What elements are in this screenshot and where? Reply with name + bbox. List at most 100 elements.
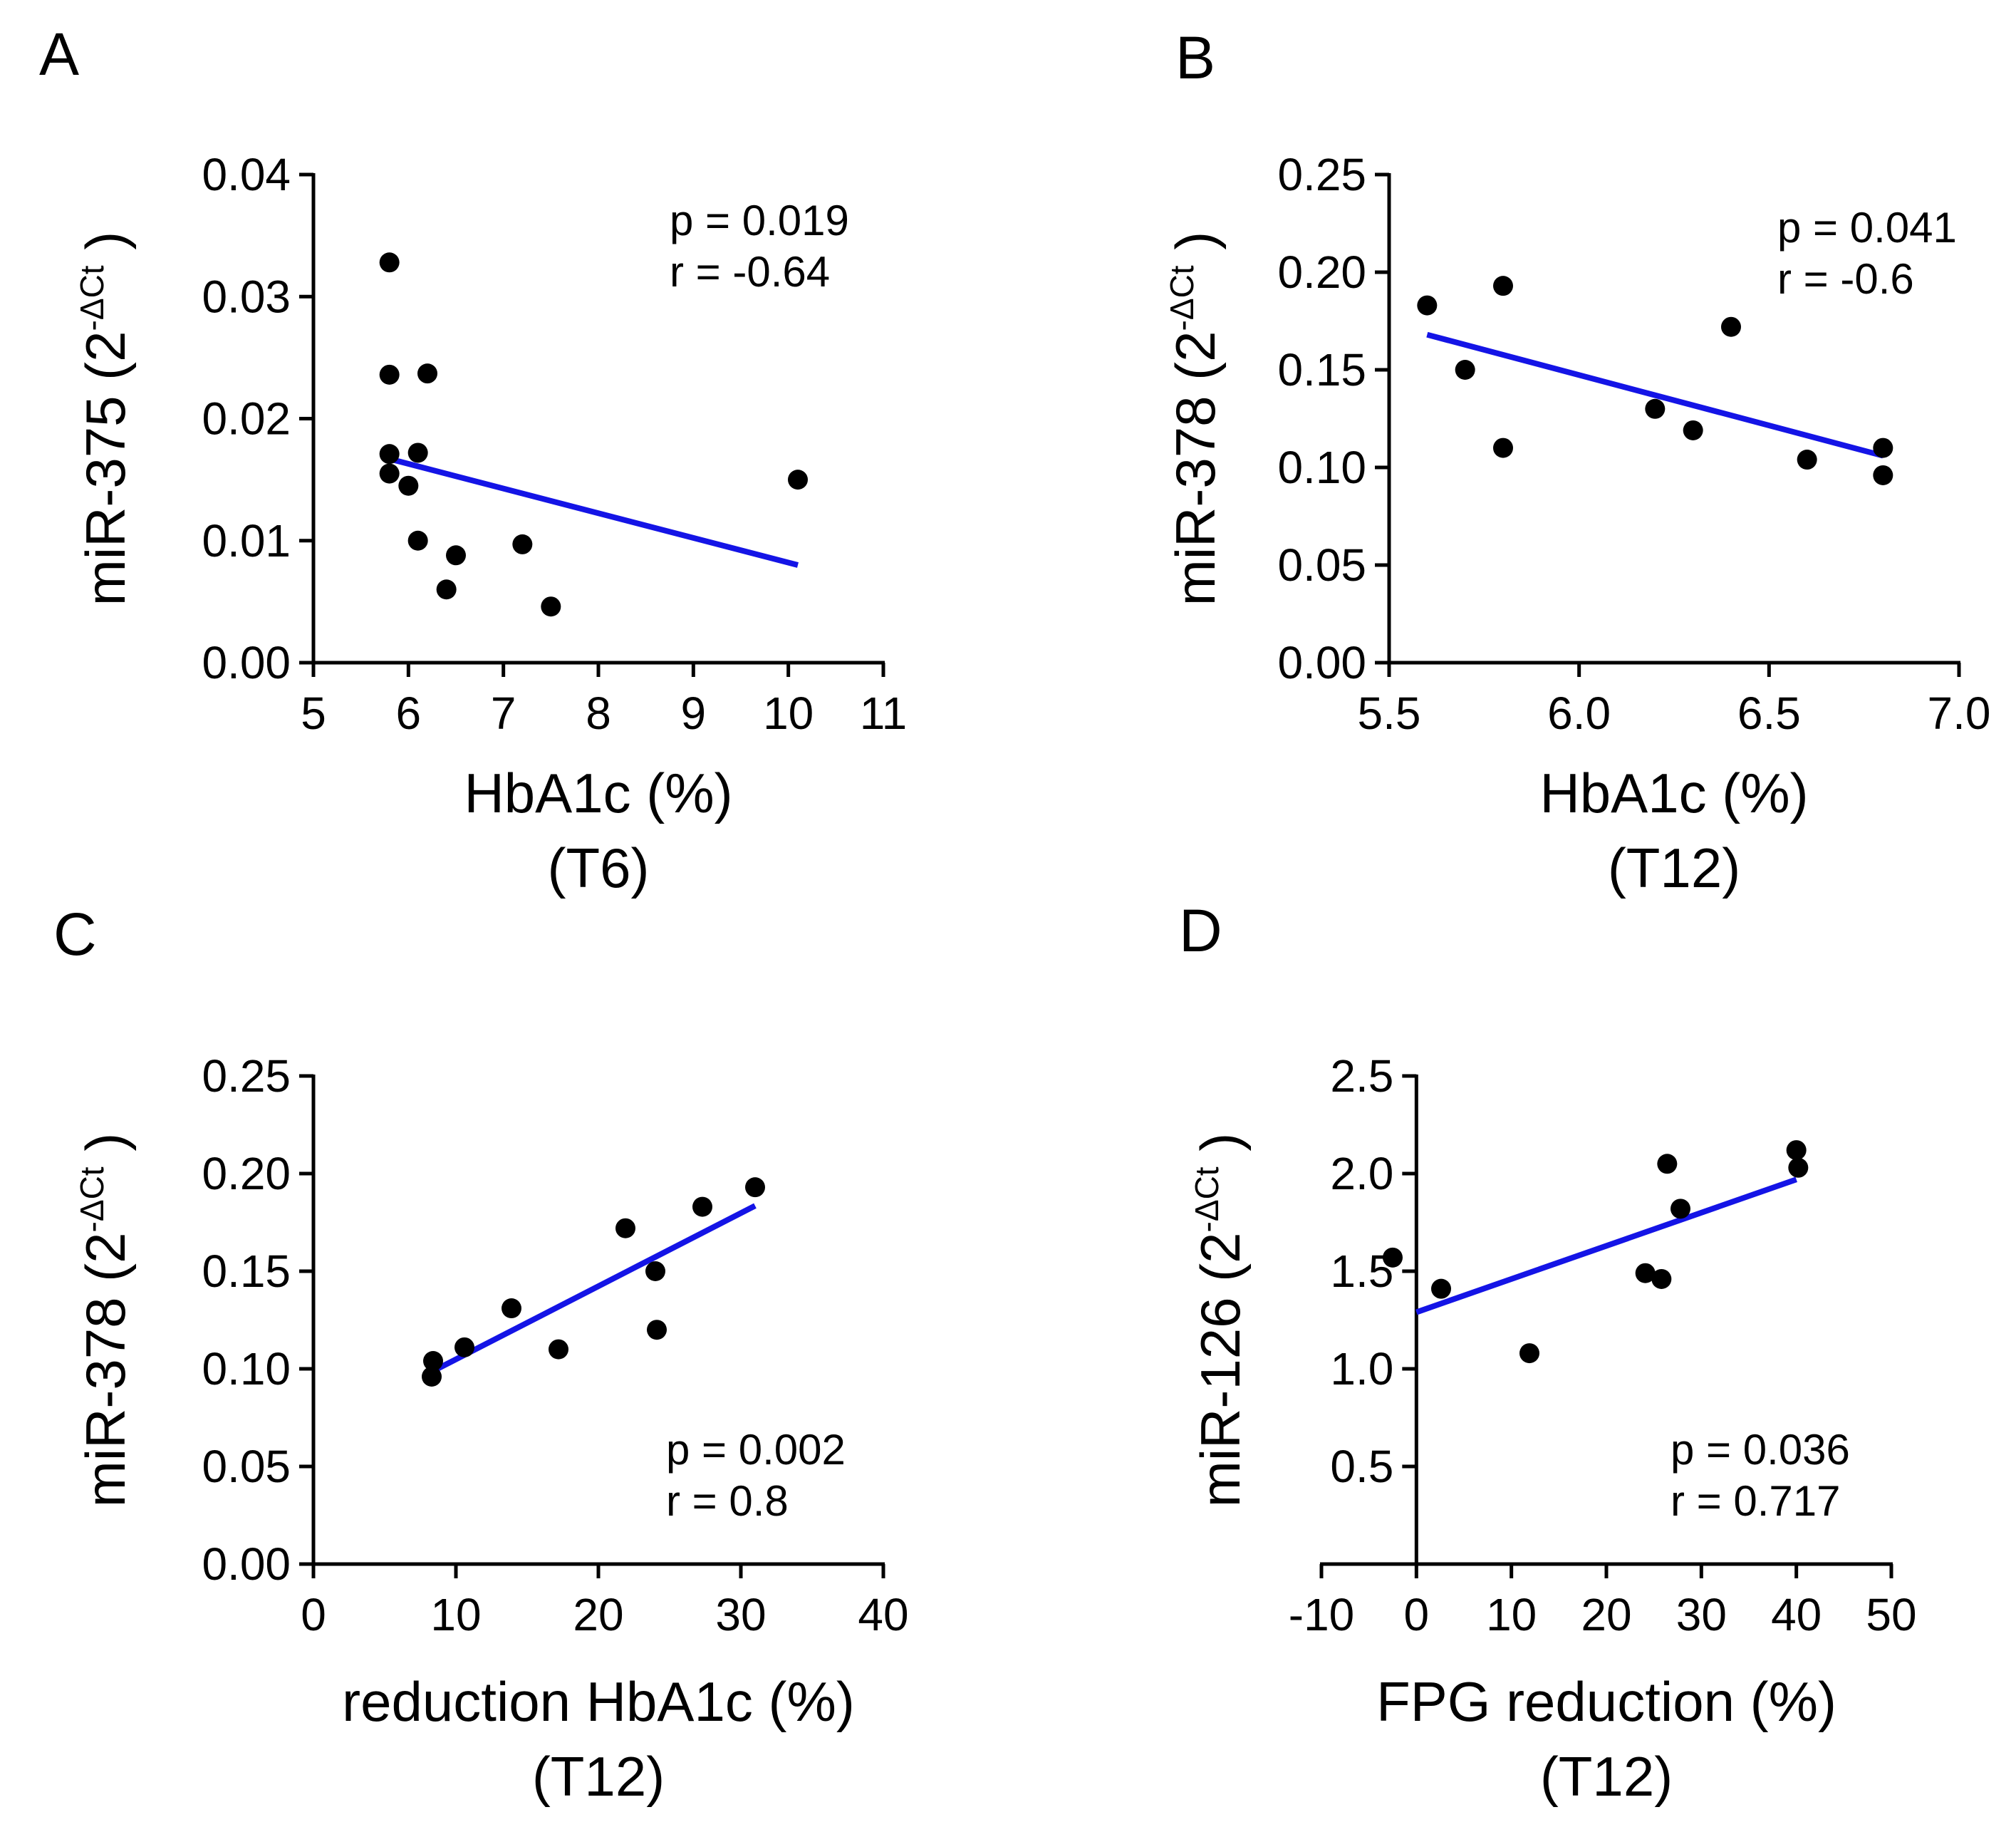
- data-point: [1788, 1157, 1809, 1178]
- y-axis-title-main: miR-378 (2: [1164, 331, 1227, 606]
- y-axis-title-superscript: -ΔCt: [73, 1166, 110, 1232]
- data-point: [512, 534, 533, 554]
- data-point: [1873, 465, 1893, 485]
- x-axis-title: HbA1c (%): [464, 762, 732, 824]
- panel-label: A: [39, 21, 79, 88]
- data-point: [549, 1339, 568, 1360]
- y-tick-label: 0.10: [202, 1343, 291, 1394]
- y-tick-label: 1.0: [1330, 1343, 1393, 1394]
- data-point: [1721, 316, 1741, 337]
- panel-label: B: [1175, 24, 1215, 91]
- x-axis-subtitle: (T12): [1540, 1745, 1673, 1808]
- data-point: [379, 364, 400, 385]
- y-axis-title-superscript: -ΔCt: [1163, 265, 1200, 331]
- panel-c: C 0.00 0.05 0.10 0.15 0.20 0.25 0 10 20 30 40reduct…: [53, 901, 909, 1808]
- panel-label: C: [53, 901, 97, 968]
- x-tick-label: 7.0: [1928, 688, 1991, 739]
- data-point: [422, 1366, 442, 1387]
- x-tick-label: -10: [1289, 1589, 1355, 1640]
- y-axis-title-close: ): [1164, 232, 1227, 266]
- data-point: [379, 444, 400, 465]
- x-tick-label: 9: [681, 688, 707, 739]
- data-point: [1519, 1343, 1539, 1364]
- data-point: [1671, 1199, 1690, 1219]
- x-tick-label: 0: [301, 1589, 326, 1640]
- y-axis-title: miR-378 (2-ΔCt ): [1163, 232, 1227, 606]
- data-point: [1873, 438, 1893, 458]
- data-point: [1431, 1278, 1451, 1299]
- data-point: [541, 596, 561, 617]
- data-point: [745, 1177, 765, 1198]
- data-point: [1383, 1247, 1403, 1268]
- y-tick-label: 0.03: [202, 271, 291, 322]
- x-tick-label: 10: [763, 688, 814, 739]
- data-point: [379, 252, 400, 273]
- x-tick-label: 6.5: [1737, 688, 1801, 739]
- panel-a: A 0.00 0.01 0.02 0.03 0.04 5 6 7 8 9 10 11 HbA1c (%) (…: [39, 21, 907, 899]
- panel-label: D: [1179, 897, 1222, 964]
- p-value-annotation: p = 0.002: [666, 1426, 846, 1474]
- data-point: [1651, 1268, 1672, 1289]
- r-value-annotation: r = -0.64: [670, 248, 830, 296]
- x-tick-label: 5: [301, 688, 326, 739]
- data-point: [1417, 295, 1438, 316]
- y-tick-label: 0.00: [202, 637, 291, 688]
- regression-line: [1426, 331, 1884, 459]
- x-tick-label: 30: [715, 1589, 766, 1640]
- data-point: [1455, 360, 1475, 380]
- x-tick-label: 0: [1404, 1589, 1430, 1640]
- y-tick-label: 0.10: [1277, 442, 1366, 493]
- y-axis-title-main: miR-126 (2: [1189, 1232, 1252, 1507]
- y-axis-title: miR-375 (2-ΔCt ): [73, 232, 137, 606]
- data-point: [1657, 1154, 1678, 1174]
- data-point: [436, 579, 457, 600]
- y-tick-label: 2.0: [1330, 1148, 1393, 1199]
- y-tick-label: 0.25: [1277, 149, 1366, 200]
- data-point: [647, 1320, 667, 1340]
- y-axis-title-main: miR-378 (2: [74, 1232, 137, 1507]
- r-value-annotation: r = 0.717: [1671, 1477, 1841, 1525]
- y-tick-label: 0.01: [202, 515, 291, 566]
- x-tick-label: 40: [858, 1589, 908, 1640]
- y-axis-title: miR-378 (2-ΔCt ): [73, 1133, 137, 1507]
- data-point: [379, 463, 400, 484]
- data-point: [788, 470, 808, 490]
- data-point: [1683, 420, 1703, 440]
- p-value-annotation: p = 0.019: [670, 197, 849, 244]
- y-tick-label: 0.04: [202, 149, 291, 200]
- y-tick-label: 2.5: [1330, 1050, 1393, 1102]
- y-axis-title-superscript: -ΔCt: [73, 265, 110, 331]
- x-tick-label: 6.0: [1547, 688, 1611, 739]
- y-tick-label: 0.02: [202, 393, 291, 445]
- panel-b: B 0.00 0.05 0.10 0.15 0.20 0.25 5.5 6.0 6.5 7.0 HbA…: [1163, 24, 1990, 899]
- y-tick-label: 0.20: [202, 1148, 291, 1199]
- x-tick-label: 5.5: [1358, 688, 1421, 739]
- x-tick-label: 20: [573, 1589, 623, 1640]
- y-tick-label: 0.05: [1277, 539, 1366, 591]
- y-tick-label: 0.25: [202, 1050, 291, 1102]
- regression-line: [1415, 1176, 1797, 1315]
- data-point: [1786, 1140, 1807, 1161]
- x-tick-label: 40: [1771, 1589, 1822, 1640]
- p-value-annotation: p = 0.036: [1671, 1426, 1850, 1474]
- x-axis-subtitle: (T12): [1608, 837, 1740, 899]
- y-tick-label: 0.15: [202, 1246, 291, 1297]
- x-tick-label: 8: [586, 688, 611, 739]
- x-tick-label: 10: [430, 1589, 481, 1640]
- y-tick-label: 1.5: [1330, 1246, 1393, 1297]
- x-tick-label: 6: [396, 688, 422, 739]
- y-axis-title-superscript: -ΔCt: [1188, 1166, 1225, 1232]
- data-point: [407, 530, 428, 551]
- x-tick-label: 20: [1581, 1589, 1631, 1640]
- y-tick-label: 0.00: [202, 1538, 291, 1590]
- data-point: [446, 545, 466, 566]
- y-tick-label: 0.05: [202, 1441, 291, 1492]
- y-tick-label: 0.15: [1277, 344, 1366, 395]
- r-value-annotation: r = -0.6: [1777, 255, 1914, 303]
- data-point: [1635, 1263, 1656, 1283]
- x-axis-subtitle: (T12): [532, 1745, 665, 1808]
- x-tick-label: 10: [1486, 1589, 1537, 1640]
- regression-line: [430, 1203, 757, 1375]
- y-axis-title-close: ): [74, 1133, 137, 1167]
